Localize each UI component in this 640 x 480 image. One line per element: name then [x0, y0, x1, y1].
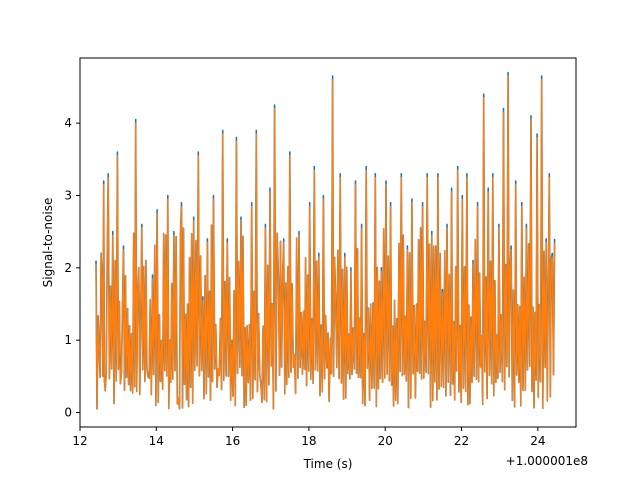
y-tick-label: 3 [64, 188, 72, 202]
x-tick-label: 12 [72, 434, 87, 448]
y-tick-label: 4 [64, 116, 72, 130]
x-tick-label: 14 [149, 434, 164, 448]
x-tick-label: 24 [530, 434, 545, 448]
y-tick-label: 1 [64, 333, 72, 347]
x-tick-label: 18 [301, 434, 316, 448]
x-tick-label: 16 [225, 434, 240, 448]
plot-area [95, 71, 556, 410]
axes-frame [79, 57, 577, 428]
y-tick-label: 2 [64, 261, 72, 275]
x-axis-offset-label: +1.000001e8 [506, 454, 588, 468]
x-tick-label: 20 [378, 434, 393, 448]
y-tick-label: 0 [64, 406, 72, 420]
series-line-2 [95, 75, 556, 410]
x-tick-label: 22 [454, 434, 469, 448]
y-axis: 0 1 2 3 4 [64, 116, 80, 420]
x-axis-label: Time (s) [303, 457, 353, 471]
y-axis-label: Signal-to-noise [41, 198, 55, 288]
x-axis: 12 14 16 18 20 22 24 [72, 427, 545, 448]
